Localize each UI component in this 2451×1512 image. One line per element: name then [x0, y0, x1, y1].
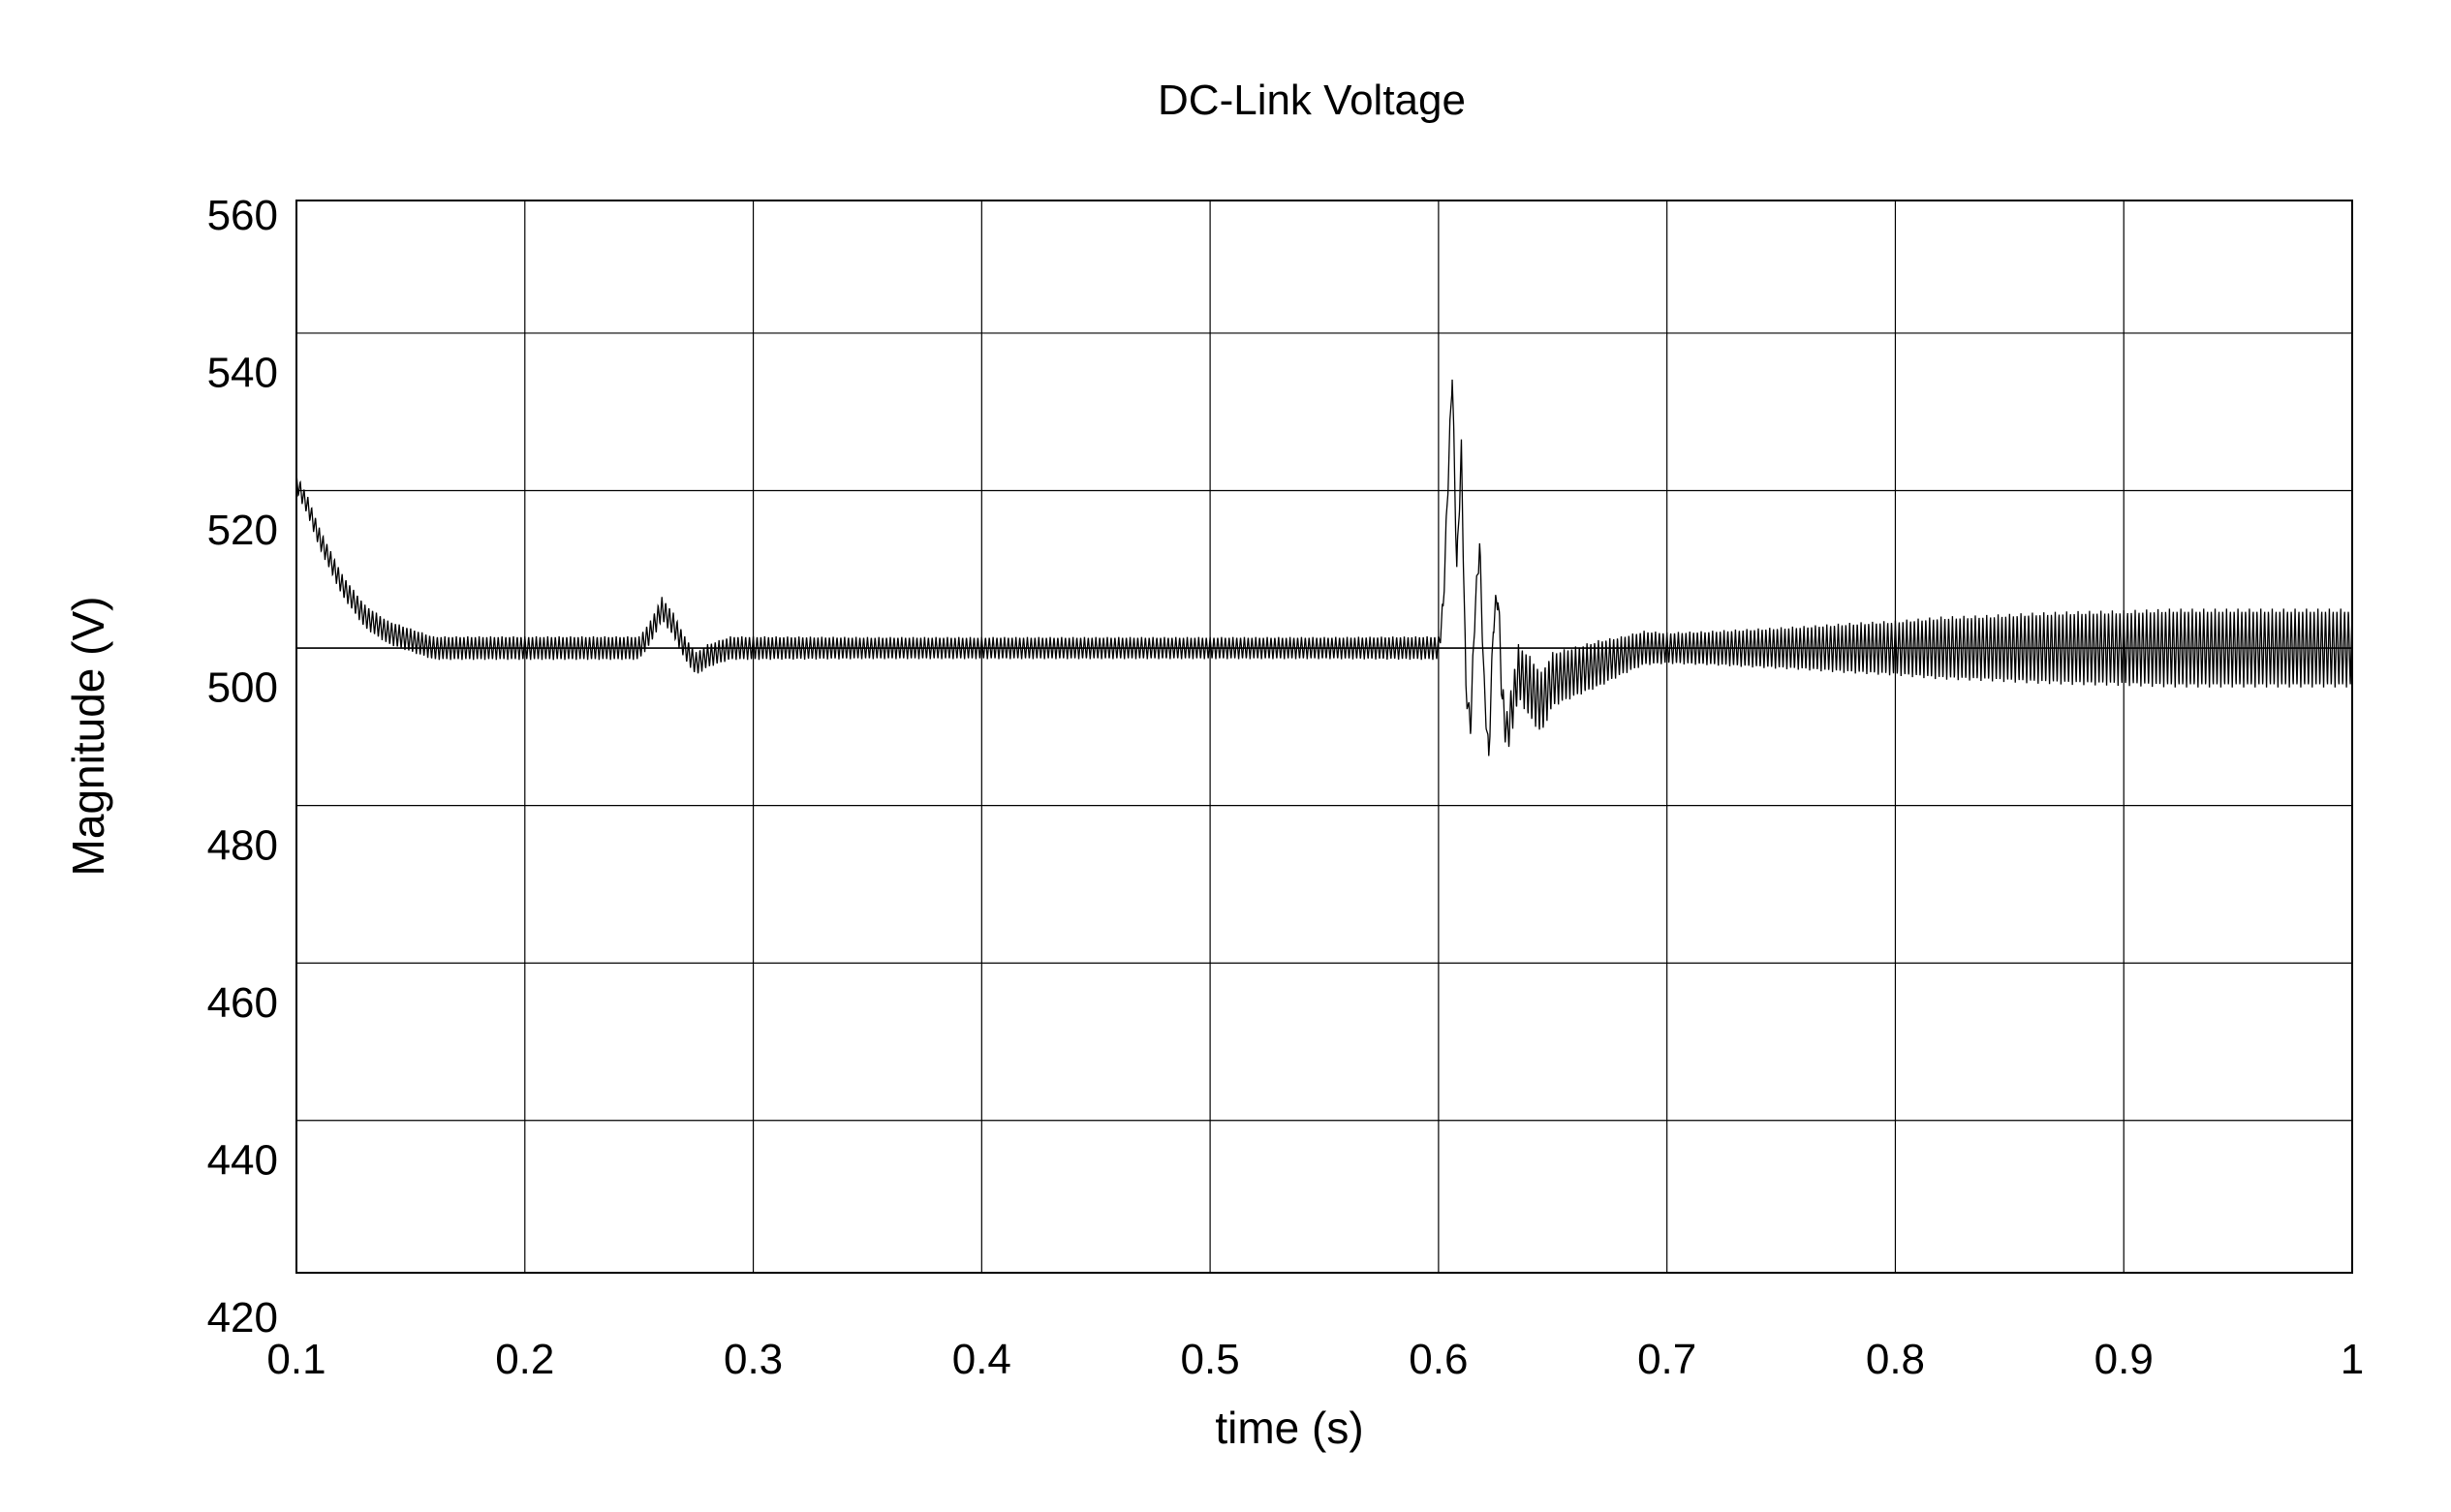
x-tick-label: 0.5	[1181, 1336, 1240, 1383]
grid-layer	[295, 201, 2353, 1273]
x-axis-label: time (s)	[1215, 1403, 1363, 1453]
y-tick-label: 520	[207, 507, 278, 554]
tick-label-layer: 0.1 0.2 0.3 0.4 0.5 0.6 0.7 0.8 0.9 1 420 440 460 480…	[207, 192, 2365, 1383]
series-line	[295, 379, 2353, 756]
x-tick-label: 0.2	[495, 1336, 554, 1383]
x-tick-label: 1	[2341, 1336, 2364, 1383]
x-tick-label: 0.3	[724, 1336, 783, 1383]
y-tick-label: 500	[207, 664, 278, 712]
y-axis-label: Magnitude (V)	[63, 597, 113, 877]
x-tick-label: 0.6	[1409, 1336, 1468, 1383]
x-tick-label: 0.4	[952, 1336, 1011, 1383]
y-tick-label: 540	[207, 350, 278, 397]
y-tick-label: 560	[207, 192, 278, 239]
y-tick-label: 440	[207, 1136, 278, 1184]
x-tick-label: 0.7	[1637, 1336, 1696, 1383]
x-tick-label: 0.8	[1866, 1336, 1925, 1383]
y-tick-label: 420	[207, 1294, 278, 1342]
plot-frame	[295, 200, 2353, 1274]
y-tick-label: 480	[207, 821, 278, 869]
data-layer	[295, 379, 2353, 756]
chart-title: DC-Link Voltage	[1158, 77, 1466, 124]
x-tick-label: 0.9	[2094, 1336, 2154, 1383]
x-tick-label: 0.1	[266, 1336, 326, 1383]
y-tick-label: 460	[207, 979, 278, 1027]
